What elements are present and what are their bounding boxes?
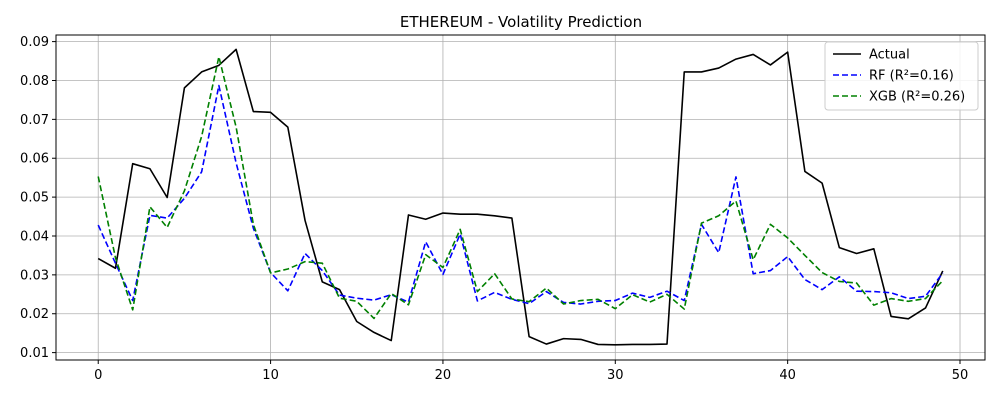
axes-layer: 0 10 20 30 40 50 0.01 0.02 0.03 0.04 0.05 0.06 0.07 0… [20, 34, 986, 383]
y-tick-label: 0.05 [20, 191, 49, 206]
y-tick-label: 0.09 [20, 35, 49, 50]
x-tick-label: 0 [94, 368, 102, 383]
legend: Actual RF (R²=0.16) XGB (R²=0.26) [824, 41, 979, 111]
x-tick-label: 20 [435, 368, 452, 383]
series-layer [97, 48, 944, 346]
chart-title: ETHEREUM - Volatility Prediction [400, 13, 642, 31]
x-tick-label: 50 [952, 368, 969, 383]
series-line-1 [97, 48, 944, 346]
x-tick-label: 40 [779, 368, 796, 383]
series-line-2 [97, 84, 944, 305]
y-tick-label: 0.01 [20, 346, 49, 361]
x-tick-label: 10 [262, 368, 279, 383]
legend-label-1: Actual [869, 48, 910, 63]
grid [56, 35, 985, 360]
legend-label-2: RF (R²=0.16) [869, 69, 954, 84]
legend-label-3: XGB (R²=0.26) [869, 90, 965, 105]
legend-box [824, 41, 979, 111]
series-line-3 [97, 55, 944, 320]
x-tick-label: 30 [607, 368, 624, 383]
y-tick-label: 0.06 [20, 152, 49, 167]
y-tick-label: 0.03 [20, 268, 49, 283]
y-tick-label: 0.02 [20, 307, 49, 322]
y-tick-label: 0.07 [20, 113, 49, 128]
y-tick-label: 0.04 [20, 229, 49, 244]
y-tick-label: 0.08 [20, 74, 49, 89]
